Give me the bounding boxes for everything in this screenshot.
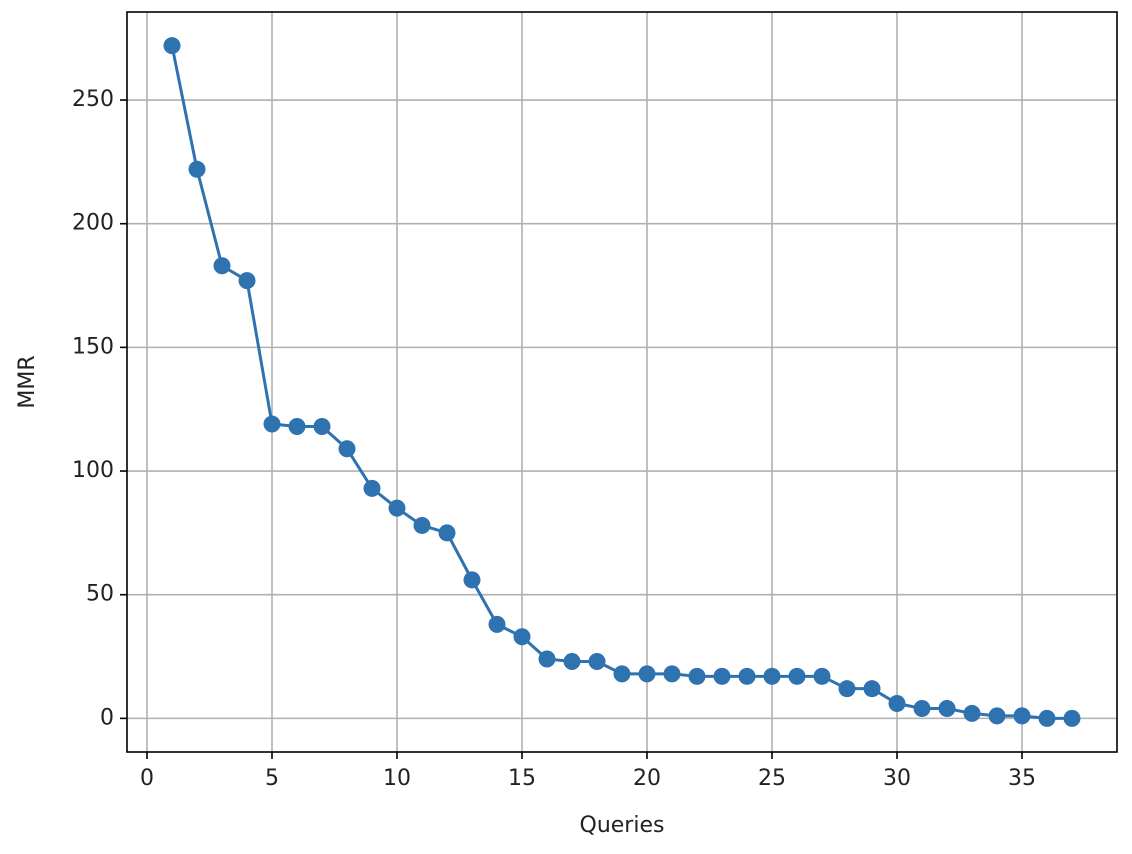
data-point [263,415,281,433]
x-tick-label: 0 [140,766,154,791]
data-point [513,628,531,646]
data-point [388,499,406,517]
y-tick-label: 200 [72,211,114,236]
data-point [213,257,231,275]
data-point [288,418,306,436]
ticks: 0 5 10 15 20 25 30 35 0 50 100 150 200 250 [72,87,1036,791]
data-point [1063,709,1081,727]
y-tick-label: 0 [100,705,114,730]
data-point [188,160,206,178]
data-point [1038,709,1056,727]
data-line [170,45,1072,720]
data-point [588,652,606,670]
x-tick-label: 30 [883,766,911,791]
data-point [863,680,881,698]
y-tick-label: 100 [72,458,114,483]
x-tick-label: 5 [265,766,279,791]
y-tick-label: 50 [86,582,114,607]
data-point [563,652,581,670]
plot [163,37,1081,727]
data-point [713,667,731,685]
y-axis-label: MMR [15,355,40,408]
data-point [363,479,381,497]
data-point [963,704,981,722]
data-point [613,665,631,683]
x-axis-label: Queries [580,813,665,838]
x-tick-label: 10 [383,766,411,791]
data-point [163,37,181,55]
data-point [988,707,1006,725]
data-point [913,699,931,717]
x-tick-label: 25 [758,766,786,791]
data-point [1013,707,1031,725]
data-point [438,524,456,542]
data-point [663,665,681,683]
data-point [238,272,256,290]
data-point [338,440,356,458]
data-point [688,667,706,685]
data-point [538,650,556,668]
x-tick-label: 35 [1008,766,1036,791]
axes-frame [126,11,1118,753]
x-tick-label: 20 [633,766,661,791]
data-point [738,667,756,685]
data-point [413,516,431,534]
data-point [838,680,856,698]
data-point [638,665,656,683]
data-point [763,667,781,685]
data-point [888,695,906,713]
data-point [313,418,331,436]
y-tick-label: 150 [72,334,114,359]
data-point [938,699,956,717]
data-point [488,615,506,633]
y-tick-label: 250 [72,87,114,112]
data-point [463,571,481,589]
data-point [788,667,806,685]
grid [127,12,1117,752]
x-tick-label: 15 [508,766,536,791]
data-point [813,667,831,685]
